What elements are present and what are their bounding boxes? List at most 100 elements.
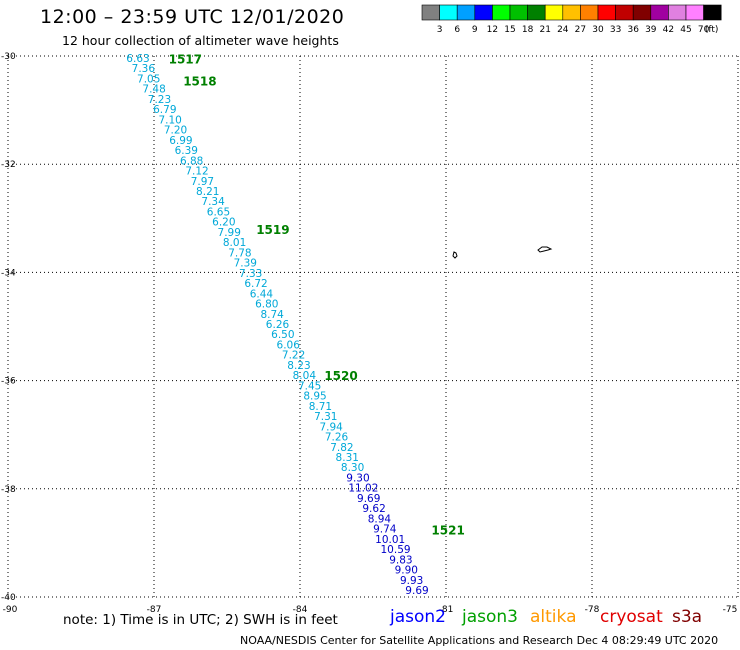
colorbar-swatch (703, 4, 722, 21)
wave-height-value: 6.20 (212, 217, 235, 229)
wave-height-value: 7.20 (164, 125, 187, 137)
colorbar-tick: 45 (680, 25, 691, 35)
colorbar-tick: 9 (472, 25, 478, 35)
wave-height-value: 8.95 (303, 391, 326, 403)
footer-note: note: 1) Time is in UTC; 2) SWH is in fe… (63, 612, 338, 628)
colorbar-swatch (492, 4, 511, 21)
wave-height-value: 8.74 (260, 309, 284, 321)
wave-height-value: 8.23 (287, 360, 310, 372)
wave-height-value: 6.79 (153, 104, 176, 116)
wave-height-value: 7.34 (201, 196, 225, 208)
wave-height-value: 6.06 (277, 339, 301, 351)
colorbar-swatch (544, 4, 564, 21)
lon-label: -90 (3, 605, 18, 615)
wave-height-value: 7.82 (330, 442, 353, 454)
wave-height-value: 6.80 (255, 299, 278, 311)
colorbar-swatch (474, 4, 493, 21)
wave-height-value: 7.45 (298, 380, 321, 392)
footer-credit: NOAA/NESDIS Center for Satellite Applica… (240, 634, 719, 647)
wave-height-value: 7.10 (158, 114, 181, 126)
pass-number: 1521 (431, 523, 464, 537)
colorbar-tick: 42 (663, 25, 674, 35)
wave-height-value: 8.71 (309, 401, 332, 413)
pass-number: 1517 (169, 53, 202, 67)
wave-height-value: 9.90 (395, 565, 418, 577)
lat-label: -32 (1, 160, 16, 170)
wave-height-value: 8.94 (368, 513, 392, 525)
colorbar-swatch (439, 4, 458, 21)
colorbar-tick: 15 (504, 25, 515, 35)
wave-height-value: 9.62 (362, 503, 385, 515)
wave-height-value: 10.59 (381, 544, 411, 556)
pass-labels: 1517 1518 1519 1520 1521 (169, 53, 465, 538)
lon-label: -84 (293, 605, 308, 615)
map-subtitle: 12 hour collection of altimeter wave hei… (62, 33, 339, 48)
wave-height-value: 6.50 (271, 329, 294, 341)
legend-altika: altika (530, 607, 577, 627)
colorbar-tick: 70 (698, 25, 710, 35)
lat-label: -30 (1, 52, 16, 62)
map-title: 12:00 – 23:59 UTC 12/01/2020 (40, 6, 345, 28)
wave-height-value: 6.26 (266, 319, 290, 331)
colorbar-swatch (650, 4, 669, 21)
lat-label: -40 (1, 593, 16, 603)
wave-height-value: 7.33 (239, 268, 262, 280)
legend-s3a: s3a (672, 607, 703, 627)
wave-height-value: 8.31 (336, 452, 359, 464)
colorbar-swatch (509, 4, 528, 21)
wave-height-value: 7.22 (282, 350, 305, 362)
wave-height-value: 6.63 (126, 53, 149, 65)
colorbar-tick: 24 (557, 25, 569, 35)
wave-height-value: 11.02 (348, 483, 378, 495)
colorbar-swatch (632, 4, 652, 21)
wave-height-value: 9.93 (400, 575, 423, 587)
wave-height-value: 9.74 (373, 524, 397, 536)
satellite-track: 6.637.367.057.487.236.797.107.206.996.39… (126, 53, 428, 597)
colorbar: 3 6 9 12 15 18 21 24 27 30 33 36 39 42 45 70(ft) (421, 4, 722, 35)
wave-height-value: 7.12 (185, 166, 208, 178)
wave-height-value: 8.30 (341, 462, 364, 474)
wave-height-value: 6.72 (244, 278, 267, 290)
colorbar-swatch (597, 4, 616, 21)
wave-height-value: 7.97 (191, 176, 214, 188)
colorbar-swatch (456, 4, 476, 21)
lat-label: -36 (1, 377, 16, 387)
colorbar-swatch (668, 4, 687, 21)
lat-label: -38 (1, 485, 16, 495)
legend-cryosat: cryosat (600, 607, 663, 627)
colorbar-tick: 21 (539, 25, 550, 35)
colorbar-swatch (527, 4, 546, 21)
colorbar-tick: 39 (645, 25, 657, 35)
wave-height-value: 6.65 (207, 206, 230, 218)
wave-height-value: 7.48 (142, 84, 165, 96)
colorbar-tick: 36 (627, 25, 639, 35)
wave-height-value: 6.99 (169, 135, 192, 147)
wave-height-value: 8.21 (196, 186, 219, 198)
colorbar-tick: 3 (437, 25, 443, 35)
wave-height-value: 9.69 (357, 493, 380, 505)
colorbar-swatch (685, 4, 704, 21)
pass-number: 1520 (324, 369, 357, 383)
wave-height-value: 6.44 (250, 288, 274, 300)
wave-height-value: 8.01 (223, 237, 246, 249)
wave-height-value: 7.78 (228, 247, 251, 259)
legend-jason3: jason3 (462, 607, 518, 627)
island-small (452, 251, 458, 259)
wave-height-value: 7.31 (314, 411, 337, 423)
wave-height-value: 9.69 (405, 585, 428, 597)
colorbar-tick: 6 (454, 25, 460, 35)
lon-label: -87 (147, 605, 162, 615)
colorbar-tick: 18 (522, 25, 534, 35)
wave-height-value: 10.01 (375, 534, 405, 546)
lon-label: -78 (585, 605, 600, 615)
wave-height-value: 7.94 (319, 421, 343, 433)
colorbar-tick: 27 (575, 25, 586, 35)
wave-height-value: 7.36 (132, 63, 156, 75)
wave-height-value: 9.83 (389, 554, 412, 566)
axis-labels: -30 -32 -34 -36 -38 -40 -90 -87 -84 -81 -78 -75 (1, 52, 737, 615)
colorbar-swatch (562, 4, 581, 21)
legend-jason2: jason2 (390, 607, 446, 627)
wave-height-value: 6.39 (175, 145, 198, 157)
wave-height-value: 6.88 (180, 155, 203, 167)
